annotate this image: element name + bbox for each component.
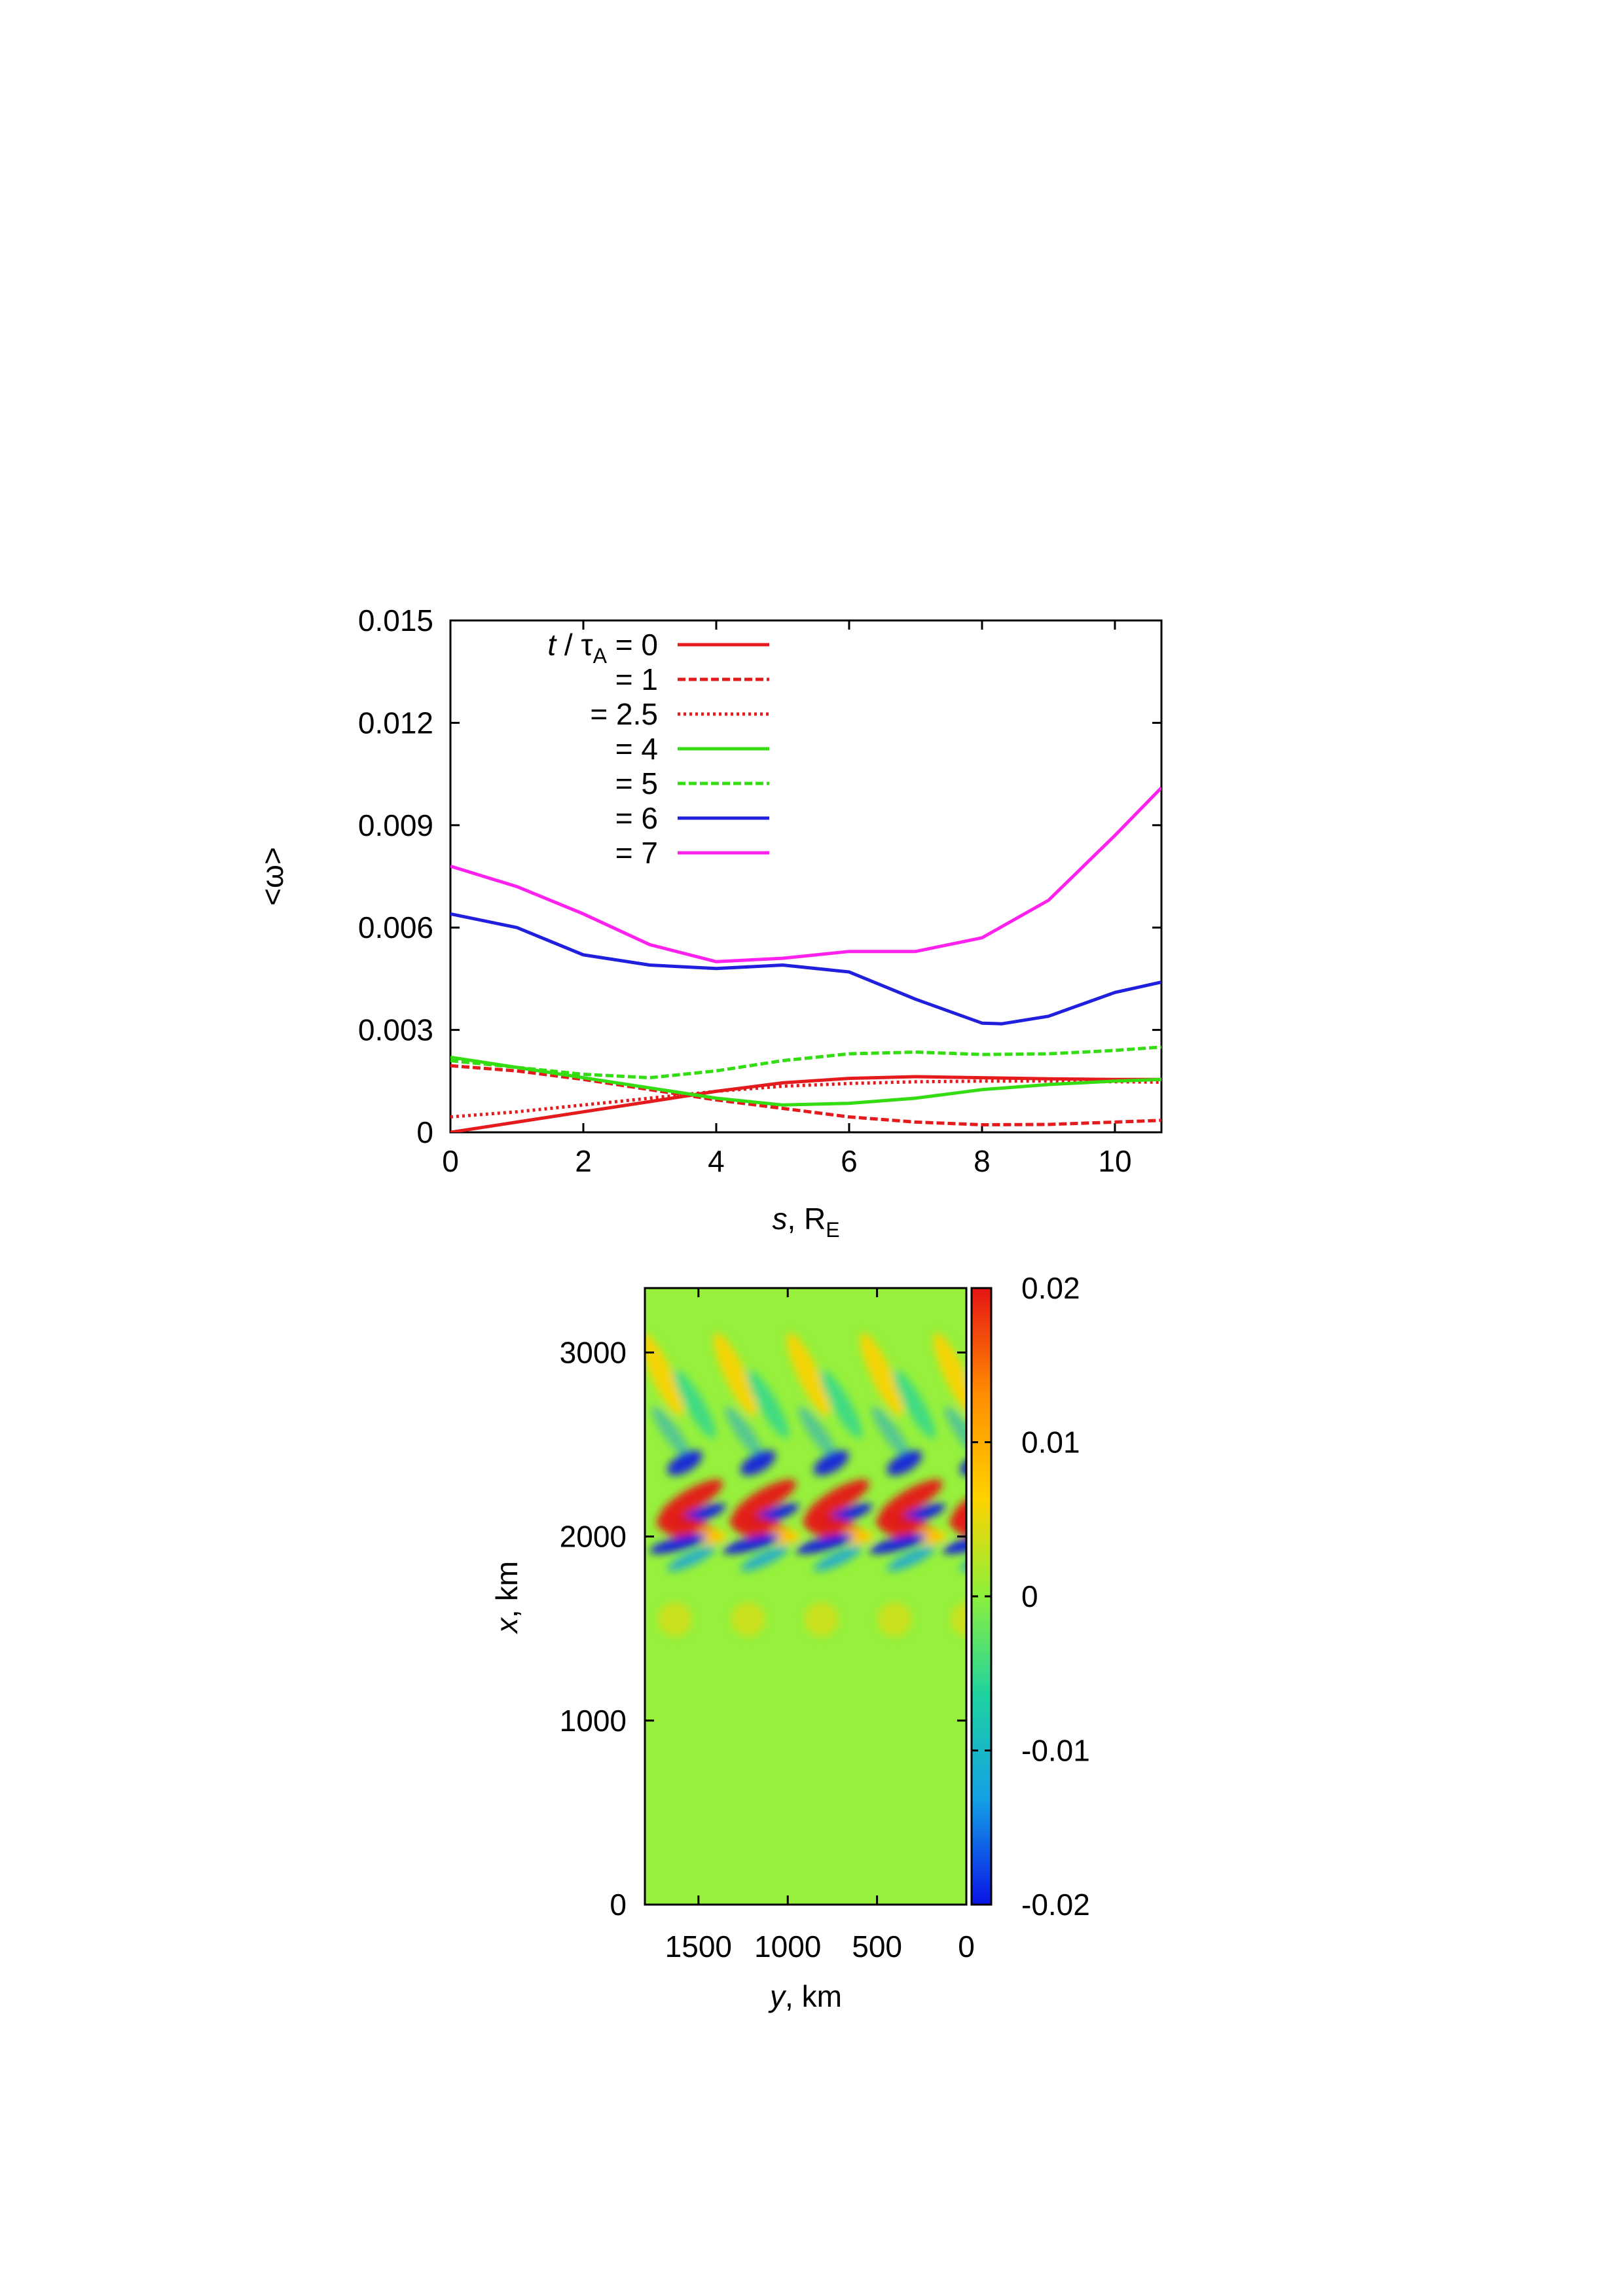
x-axis-label-var: s: [772, 1202, 787, 1236]
heatmap-frame: [644, 1287, 968, 1906]
series-lines: [450, 786, 1161, 1132]
heatmap-x-label-var: y: [768, 1979, 787, 2013]
legend-label-5: = 6: [615, 801, 658, 835]
x-tick-label: 0: [442, 1144, 459, 1178]
y-tick-label: 0.006: [358, 910, 433, 944]
series-line-0: [450, 1075, 1161, 1132]
colorbar-tick-label: 0.01: [1021, 1426, 1080, 1460]
plot-frame: [449, 619, 1163, 1134]
x-ticks: 0 2 4 6 8 10: [442, 620, 1132, 1178]
x-tick-label: 10: [1098, 1144, 1131, 1178]
heat-y-tick-label: 1000: [560, 1704, 627, 1738]
colorbar-tick-label: 0: [1021, 1579, 1038, 1613]
colorbar-tick-label: 0.02: [1021, 1271, 1080, 1305]
legend-label-1: = 1: [615, 662, 658, 696]
colorbar-tick-label: -0.02: [1021, 1888, 1090, 1922]
legend-title-var: t: [547, 628, 557, 662]
y-tick-label: 0.003: [358, 1013, 433, 1047]
heatmap-x-ticks: 1500 1000 500 0: [665, 1288, 975, 1964]
x-axis-label: s, RE: [772, 1202, 839, 1242]
heatmap-y-axis-label: x, km: [490, 1561, 524, 1634]
heatmap-y-label-var: x: [490, 1617, 524, 1634]
x-tick-label: 8: [974, 1144, 991, 1178]
series-line-3: [450, 1055, 1161, 1107]
legend: t / τA = 0= 1= 2.5= 4= 5= 6= 7: [547, 628, 769, 870]
heatmap-x-axis-label: y, km: [768, 1979, 842, 2013]
y-axis-label: <ω>: [255, 847, 289, 906]
heat-x-tick-label: 500: [852, 1929, 902, 1964]
legend-title-sep: / τ: [556, 628, 593, 662]
heat-y-tick-label: 3000: [560, 1335, 627, 1369]
x-axis-label-rest: , R: [787, 1202, 826, 1236]
heatmap-x-label-rest: , km: [785, 1979, 842, 2013]
series-line-6: [450, 786, 1161, 963]
x-tick-label: 4: [708, 1144, 725, 1178]
x-tick-label: 2: [575, 1144, 592, 1178]
x-tick-label: 6: [841, 1144, 858, 1178]
heat-x-tick-label: 1500: [665, 1929, 732, 1964]
legend-label-4: = 5: [615, 766, 658, 800]
line-chart: 0 2 4 6 8 10 0 0.003 0.006 0.009 0.012 0.015 t / τ…: [255, 603, 1163, 1242]
heat-y-tick-label: 2000: [560, 1520, 627, 1554]
colorbar-tick-label: -0.01: [1021, 1734, 1090, 1768]
heatmap-y-label-rest: , km: [490, 1561, 524, 1618]
series-line-1: [450, 1064, 1161, 1126]
y-tick-label: 0.015: [358, 603, 433, 637]
legend-title-sub: A: [593, 644, 608, 668]
series-line-4: [450, 1045, 1161, 1080]
series-line-5: [450, 912, 1161, 1026]
y-tick-label: 0.009: [358, 808, 433, 842]
legend-label-6: = 7: [615, 836, 658, 870]
y-tick-label: 0: [416, 1115, 433, 1149]
y-ticks: 0 0.003 0.006 0.009 0.012 0.015: [358, 603, 1161, 1149]
legend-label-3: = 4: [615, 732, 658, 766]
heat-x-tick-label: 1000: [754, 1929, 821, 1964]
heatmap-field: [645, 1288, 966, 1905]
heat-y-tick-label: 0: [610, 1888, 627, 1922]
heat-x-tick-label: 0: [958, 1929, 975, 1964]
series-line-2: [450, 1079, 1161, 1119]
legend-label-2: = 2.5: [590, 697, 658, 731]
x-axis-label-sub: E: [826, 1218, 839, 1242]
heatmap-y-ticks: 0 1000 2000 3000: [560, 1335, 966, 1922]
colorbar-ticks: 0.02 0.01 0 -0.01 -0.02: [972, 1271, 1090, 1922]
y-tick-label: 0.012: [358, 706, 433, 740]
legend-label-0: t / τA = 0: [547, 628, 658, 668]
